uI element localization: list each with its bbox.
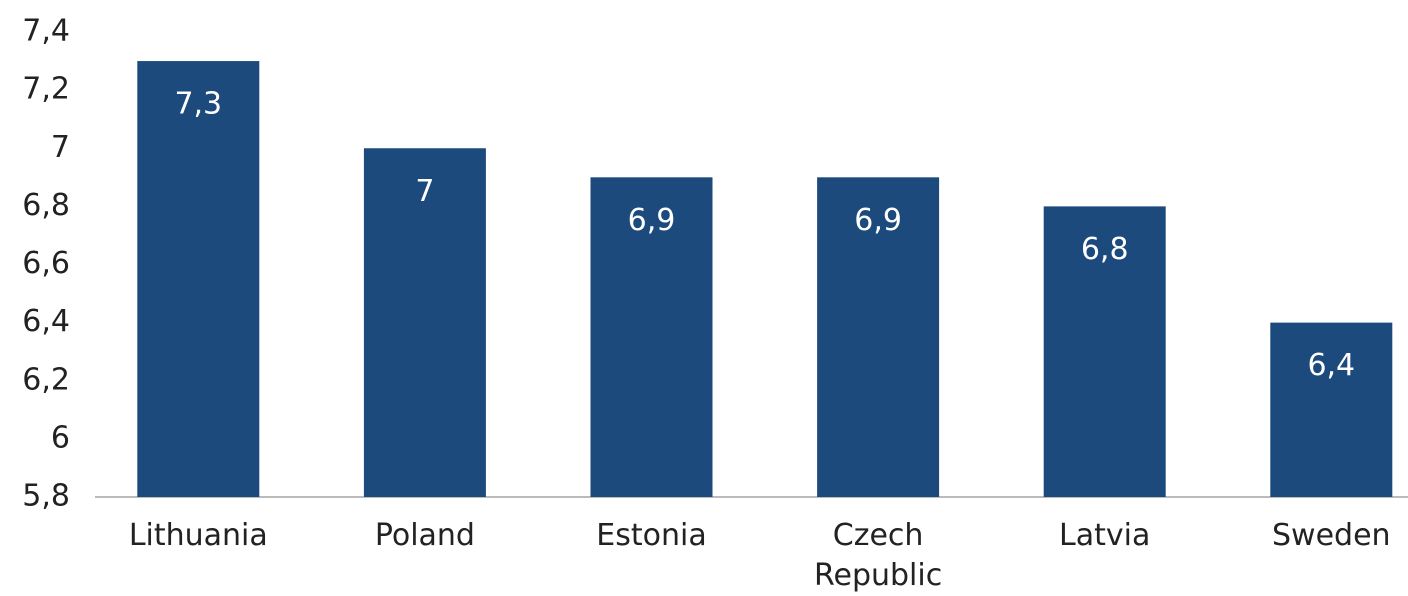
x-tick-label: Czech Republic (813, 518, 943, 593)
y-tick-label: 7 (51, 130, 70, 165)
bar (1270, 322, 1393, 497)
bar (817, 177, 940, 497)
y-tick-label: 7,4 (22, 14, 70, 49)
bar (363, 148, 486, 497)
value-label: 6,9 (854, 203, 902, 238)
bar (590, 177, 713, 497)
x-tick-label: Sweden (1272, 518, 1391, 553)
value-label: 7,3 (174, 87, 222, 122)
y-tick-label: 6 (51, 420, 70, 455)
x-tick-label: Poland (374, 518, 475, 553)
y-tick-label: 5,8 (22, 479, 70, 514)
x-tick-label: Estonia (596, 518, 707, 553)
value-label: 6,4 (1307, 348, 1355, 383)
y-tick-label: 6,4 (22, 304, 70, 339)
bar (1043, 206, 1166, 497)
y-tick-label: 6,6 (22, 246, 70, 281)
value-label: 6,9 (628, 203, 676, 238)
x-tick-label: Latvia (1059, 518, 1151, 553)
value-label: 6,8 (1081, 232, 1129, 267)
y-tick-label: 6,8 (22, 188, 70, 223)
bar (137, 61, 260, 497)
y-tick-label: 6,2 (22, 362, 70, 397)
value-label: 7 (415, 174, 434, 209)
y-tick-label: 7,2 (22, 72, 70, 107)
x-tick-label: Lithuania (128, 518, 268, 553)
